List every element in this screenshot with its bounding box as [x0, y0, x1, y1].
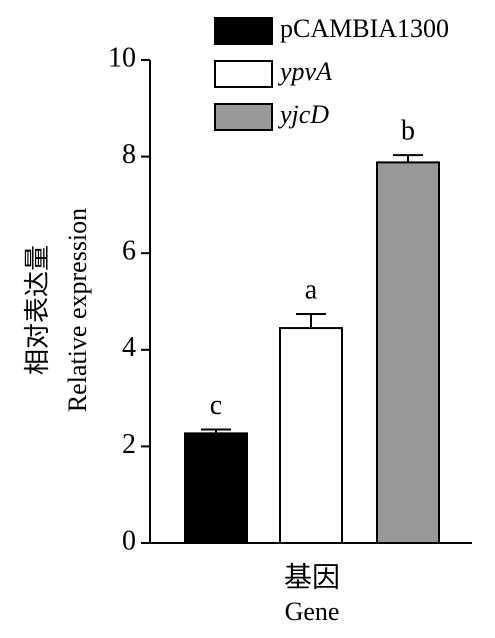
legend-label: ypvA: [277, 57, 332, 86]
bar: [279, 327, 343, 544]
legend-label: yjcD: [277, 100, 329, 129]
bar: [376, 161, 440, 544]
y-axis-label: 相对表达量: [23, 245, 52, 375]
significance-letter: c: [210, 390, 222, 421]
y-axis-label: Relative expression: [63, 208, 92, 412]
y-tick-label: 0: [122, 525, 136, 556]
legend-label: pCAMBIA1300: [280, 14, 449, 43]
legend-swatch: [214, 60, 273, 88]
y-tick-label: 10: [108, 42, 136, 73]
y-tick-label: 8: [122, 139, 136, 170]
bar: [184, 432, 248, 545]
y-tick-label: 4: [122, 332, 136, 363]
x-axis-label: Gene: [285, 597, 340, 626]
x-axis-label: 基因: [284, 561, 340, 593]
significance-letter: a: [305, 274, 318, 305]
legend-swatch: [214, 103, 273, 131]
y-tick-label: 2: [122, 429, 136, 460]
y-tick-label: 6: [122, 236, 136, 267]
legend-swatch: [214, 17, 273, 45]
significance-letter: b: [401, 116, 415, 147]
